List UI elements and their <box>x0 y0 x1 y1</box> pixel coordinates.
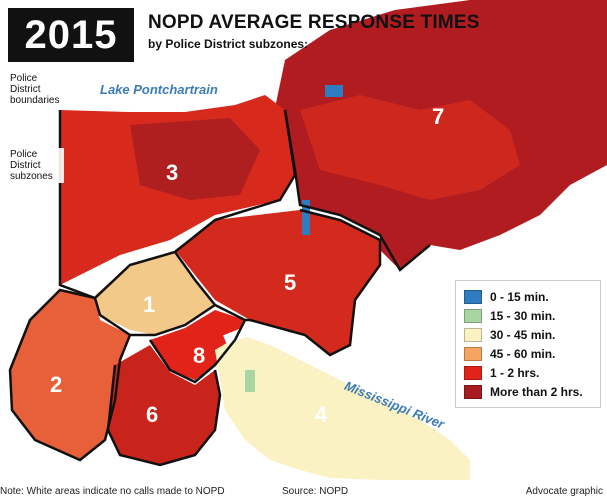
footer-credit: Advocate graphic <box>525 486 603 497</box>
district-boundaries <box>8 109 431 467</box>
response-time-map <box>8 0 607 480</box>
legend-label: 15 - 30 min. <box>490 308 556 323</box>
fast-subzone-canal <box>302 200 310 235</box>
district-2-area <box>10 290 130 460</box>
legend-item: More than 2 hrs. <box>464 382 600 401</box>
footer-source: Source: NOPD <box>282 486 349 497</box>
district-4-area <box>215 335 470 480</box>
district-7-detail <box>300 95 520 200</box>
legend-label: 1 - 2 hrs. <box>490 365 540 380</box>
district-label-3: 3 <box>166 160 179 185</box>
legend-swatch <box>464 384 482 399</box>
district-label-2: 2 <box>50 372 63 397</box>
legend-swatch <box>464 346 482 361</box>
legend-swatch <box>464 289 482 304</box>
legend: 0 - 15 min. 15 - 30 min. 30 - 45 min. 45… <box>455 280 601 408</box>
year-badge: 2015 <box>8 8 134 62</box>
district-label-5: 5 <box>284 270 297 295</box>
district-6-area <box>108 345 220 465</box>
callout-district-boundaries: Police District boundaries <box>8 72 68 107</box>
legend-item: 30 - 45 min. <box>464 325 600 344</box>
map-subtitle: by Police District subzones: <box>148 37 309 51</box>
legend-item: 15 - 30 min. <box>464 306 600 325</box>
legend-swatch <box>464 327 482 342</box>
district-8-area <box>150 310 245 380</box>
legend-item: 45 - 60 min. <box>464 344 600 363</box>
district-1-area <box>95 252 215 335</box>
legend-item: 1 - 2 hrs. <box>464 363 600 382</box>
district-label-6: 6 <box>146 402 159 427</box>
district-3-detail <box>130 118 260 200</box>
district-label-4: 4 <box>315 402 328 427</box>
fast-subzone-east <box>325 85 343 97</box>
district-label-8: 8 <box>193 343 206 368</box>
mississippi-river <box>223 324 474 444</box>
district-label-1: 1 <box>143 292 156 317</box>
legend-label: 45 - 60 min. <box>490 346 556 361</box>
legend-label: More than 2 hrs. <box>490 384 583 399</box>
legend-label: 30 - 45 min. <box>490 327 556 342</box>
footer-note: Note: White areas indicate no calls made… <box>0 486 225 497</box>
map-title: NOPD AVERAGE RESPONSE TIMES <box>148 12 480 33</box>
district-5-area <box>175 210 380 355</box>
legend-label: 0 - 15 min. <box>490 289 549 304</box>
callout-district-subzones: Police District subzones <box>8 148 64 183</box>
legend-item: 0 - 15 min. <box>464 287 600 306</box>
lake-pontchartrain-label: Lake Pontchartrain <box>100 82 218 97</box>
green-subzone <box>245 370 255 392</box>
legend-swatch <box>464 365 482 380</box>
district-label-7: 7 <box>432 104 445 129</box>
legend-swatch <box>464 308 482 323</box>
